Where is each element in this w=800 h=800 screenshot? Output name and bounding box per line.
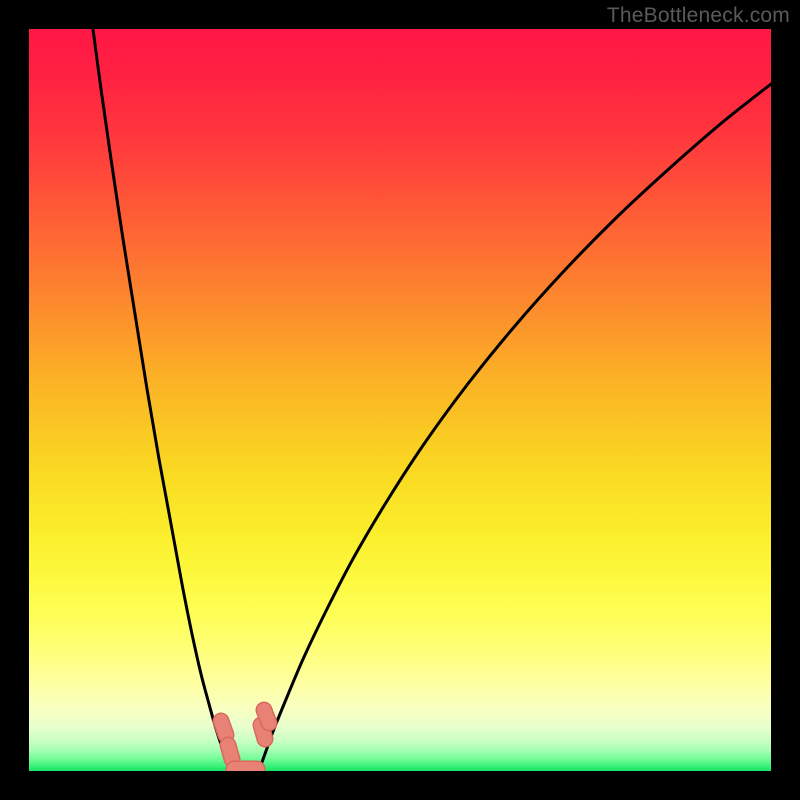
curve-right [259, 84, 771, 771]
chart-curves-layer [29, 29, 771, 771]
marker-pill [221, 721, 226, 735]
curve-left [93, 29, 232, 771]
marker-pill [264, 710, 269, 723]
chart-plot-area [29, 29, 771, 771]
watermark-text: TheBottleneck.com [607, 4, 790, 28]
marker-pill [228, 745, 232, 759]
